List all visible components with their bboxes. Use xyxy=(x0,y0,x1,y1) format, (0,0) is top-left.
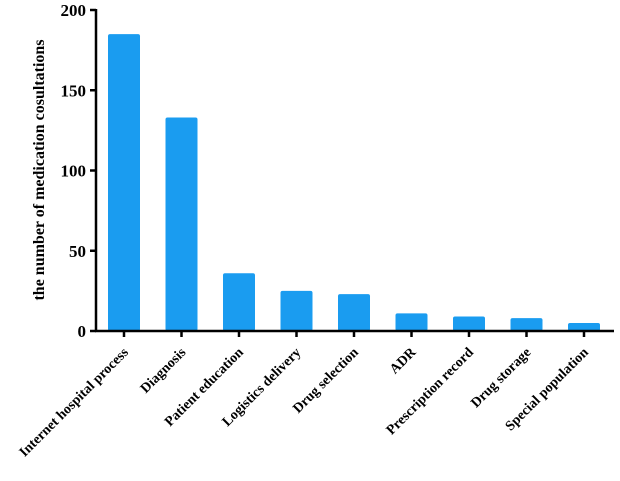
x-category-label: Internet hospital process xyxy=(17,345,132,460)
x-category-label: ADR xyxy=(387,345,420,378)
bar xyxy=(453,316,485,331)
y-tick-label: 0 xyxy=(78,322,87,341)
bar xyxy=(568,322,600,331)
bar xyxy=(108,34,140,331)
bar xyxy=(223,273,255,331)
bar xyxy=(510,318,543,331)
y-axis-title: the number of medication cosultations xyxy=(31,39,48,300)
x-category-label: Diagnosis xyxy=(138,345,190,397)
y-tick-label: 200 xyxy=(61,1,87,20)
y-tick-label: 50 xyxy=(69,242,86,261)
bars xyxy=(108,34,600,331)
bar xyxy=(280,290,313,331)
category-labels: Internet hospital process DiagnosisPatien… xyxy=(17,331,592,460)
y-axis-ticks: 0 50 100 150 200 xyxy=(61,1,96,341)
y-tick-label: 150 xyxy=(61,81,87,100)
y-tick-label: 100 xyxy=(61,162,87,181)
bar xyxy=(338,294,370,331)
bar xyxy=(395,313,428,331)
bar xyxy=(165,117,198,331)
